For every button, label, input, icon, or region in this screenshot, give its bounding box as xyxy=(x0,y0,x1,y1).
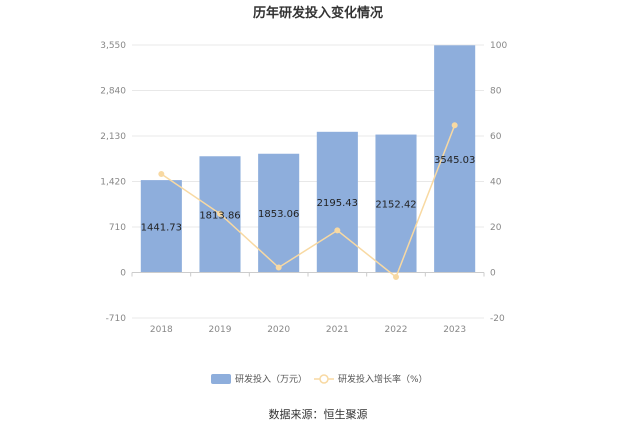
y-right-tick-label: 20 xyxy=(490,223,502,233)
growth-point xyxy=(334,227,341,234)
y-right-tick-label: 60 xyxy=(490,132,502,142)
legend-bar-label: 研发投入（万元） xyxy=(235,373,307,385)
x-tick-label: 2020 xyxy=(267,325,290,335)
bar xyxy=(140,180,182,273)
bar-value-label: 1813.86 xyxy=(199,210,240,221)
growth-point xyxy=(275,264,282,271)
growth-point xyxy=(451,122,458,129)
bar-value-label: 1853.06 xyxy=(258,209,299,220)
growth-point xyxy=(217,210,223,217)
bar xyxy=(375,134,417,273)
x-tick-label: 2021 xyxy=(326,325,349,335)
y-left-tick-label: 3,550 xyxy=(100,41,126,51)
y-left-tick-label: 710 xyxy=(109,223,126,233)
bar-value-label: 2195.43 xyxy=(317,198,358,209)
left-axis: 3,550 2,840 2,130 1,420 710 0 -710 xyxy=(100,41,126,324)
y-left-tick-label: 1,420 xyxy=(100,178,126,188)
x-axis: 2018 2019 2020 2021 2022 2023 xyxy=(131,272,485,335)
y-left-tick-label: 2,840 xyxy=(100,87,126,97)
x-tick-label: 2023 xyxy=(443,325,466,335)
y-left-tick-label: -710 xyxy=(106,314,127,324)
bar xyxy=(258,153,300,273)
growth-point xyxy=(158,170,165,177)
y-left-tick-label: 2,130 xyxy=(100,132,126,142)
line-series xyxy=(158,122,458,281)
y-right-tick-label: 100 xyxy=(490,41,507,51)
bar xyxy=(316,131,358,273)
data-labels: 1441.73 1813.86 1853.06 2195.43 2152.42 3545.… xyxy=(141,155,476,233)
chart-title: 历年研发投入变化情况 xyxy=(253,5,383,21)
legend: 研发投入（万元） 研发投入增长率（%） xyxy=(211,373,428,385)
y-left-tick-label: 0 xyxy=(120,269,126,279)
bar-value-label: 2152.42 xyxy=(375,200,416,211)
legend-bar-swatch xyxy=(211,374,231,384)
legend-line-marker xyxy=(319,374,329,384)
growth-point xyxy=(393,274,399,281)
x-tick-label: 2018 xyxy=(150,325,173,335)
bar-series xyxy=(140,45,476,273)
bar-value-label: 3545.03 xyxy=(434,155,475,166)
source-note: 数据来源：恒生聚源 xyxy=(269,407,368,421)
x-tick-label: 2022 xyxy=(385,325,408,335)
grid-lines xyxy=(132,44,484,319)
y-right-tick-label: -20 xyxy=(490,314,505,324)
legend-line-label: 研发投入增长率（%） xyxy=(338,373,428,385)
y-right-tick-label: 80 xyxy=(490,87,502,97)
y-right-tick-label: 40 xyxy=(490,178,502,188)
growth-line xyxy=(160,125,456,279)
bar-value-label: 1441.73 xyxy=(141,222,182,233)
right-axis: 100 80 60 40 20 0 -20 xyxy=(490,41,507,324)
y-right-tick-label: 0 xyxy=(490,269,496,279)
x-tick-label: 2019 xyxy=(209,325,232,335)
